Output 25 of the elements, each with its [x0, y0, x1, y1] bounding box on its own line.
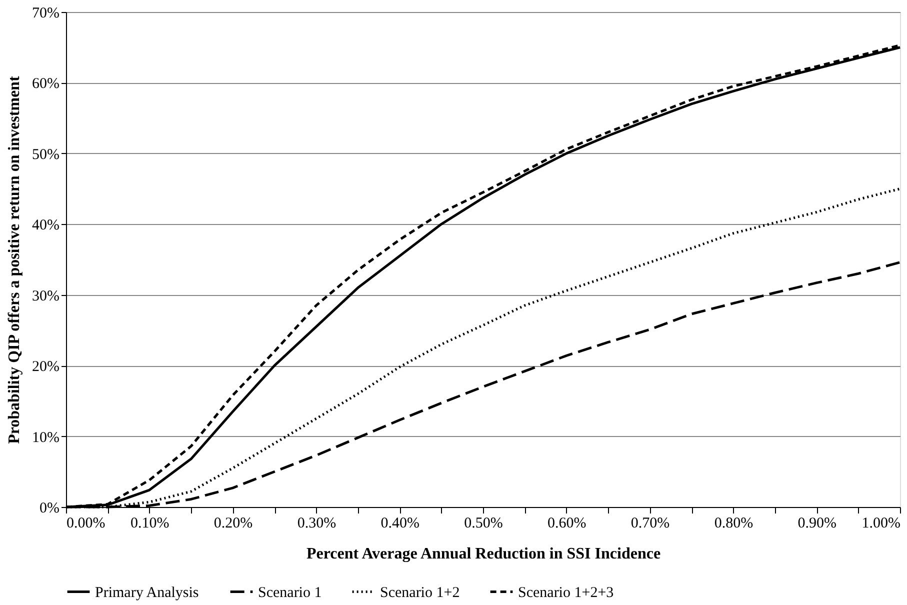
- x-tick-label: 0.50%: [464, 516, 503, 532]
- x-tick-label: 0.30%: [297, 516, 336, 532]
- y-tick-label: 10%: [32, 430, 60, 446]
- x-tick-label: 0.70%: [630, 516, 670, 532]
- y-tick-label: 50%: [32, 146, 60, 163]
- y-tick-label: 40%: [32, 218, 60, 234]
- x-tick-label: 0.00%: [66, 516, 106, 532]
- legend-label: Scenario 1+2+3: [518, 584, 614, 601]
- x-tick-label: 0.60%: [548, 516, 586, 532]
- x-tick-label: 0.90%: [798, 516, 836, 532]
- x-tick-label: 0.80%: [714, 516, 754, 532]
- x-tick-label: 0.40%: [380, 516, 420, 532]
- x-axis-title: Percent Average Annual Reduction in SSI Incidence: [306, 546, 661, 562]
- y-axis-title: Probability QIP offers a positive return on investment: [6, 75, 24, 444]
- legend-label: Scenario 1+2: [380, 584, 460, 601]
- x-tick-label: 1.00%: [862, 516, 900, 532]
- y-tick-label: 30%: [32, 288, 60, 304]
- x-tick-label: 0.10%: [130, 516, 170, 532]
- y-tick-label: 70%: [32, 6, 60, 22]
- x-tick-label: 0.20%: [214, 516, 253, 532]
- legend-label: Primary Analysis: [95, 584, 199, 601]
- y-tick-label: 60%: [32, 76, 60, 92]
- y-tick-label: 0%: [40, 500, 60, 516]
- legend-label: Scenario 1: [258, 584, 322, 601]
- y-tick-label: 20%: [32, 359, 60, 376]
